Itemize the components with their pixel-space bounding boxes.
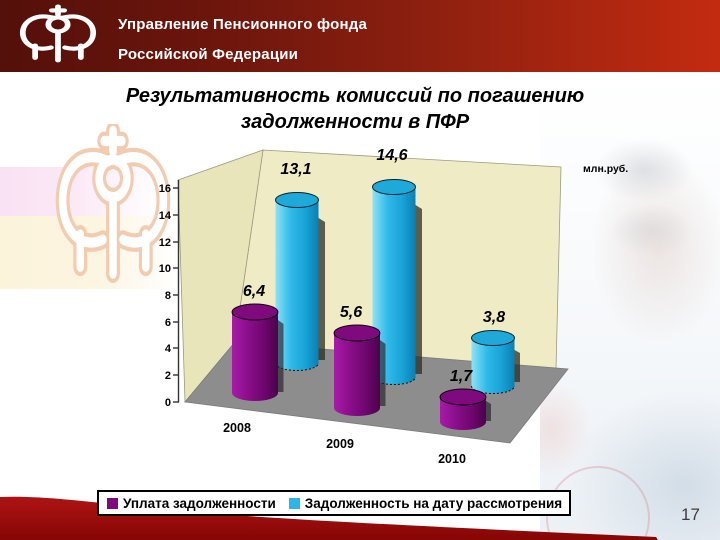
slide-title: Результативность комиссий по погашению з… [30,83,680,135]
cylinder-shadows [318,205,520,382]
svg-text:14: 14 [159,210,172,222]
chart-legend: Уплата задолженности Задолженность на да… [97,490,571,516]
bottom-swoosh [0,496,658,540]
x-axis-labels: 2008 2009 2010 [223,421,466,466]
slide-title-line1: Результативность комиссий по погашению [125,85,585,107]
left-pink-band [0,167,165,216]
svg-text:4: 4 [165,343,172,355]
svg-text:6: 6 [165,317,171,329]
legend-swatch-purple [107,497,118,509]
svg-text:5,6: 5,6 [340,304,362,321]
background-photo [540,78,720,540]
front-cylinder-shadows [278,320,491,421]
legend-item-uplata: Уплата задолженности [107,496,276,511]
page-number: 17 [681,505,700,524]
svg-text:2008: 2008 [223,421,251,435]
svg-text:10: 10 [159,263,171,275]
y-axis [173,180,180,403]
svg-text:3,8: 3,8 [483,309,505,326]
header-title-line2: Российской Федерации [118,46,299,63]
slide-title-line2: задолженности в ПФР [240,111,470,133]
legend-label-uplata: Уплата задолженности [123,495,276,511]
header-title: Управление Пенсионного фонда Российской … [118,10,367,70]
unit-label: млн.руб. [583,163,628,175]
legend-item-zadolzhennost: Задолженность на дату рассмотрения [288,495,563,511]
svg-text:1,7: 1,7 [450,368,473,385]
series-uplata [231,303,487,430]
legend-label-zadolzhennost: Задолженность на дату рассмотрения [304,495,563,511]
data-labels: 13,1 14,6 3,8 6,4 5,6 1,7 [243,147,505,385]
svg-text:8: 8 [165,290,171,302]
svg-text:0: 0 [165,397,171,409]
svg-text:14,6: 14,6 [376,147,407,164]
series-zadolzhennost [275,179,515,394]
legend-swatch-cyan [288,497,300,509]
header-band: Управление Пенсионного фонда Российской … [0,0,720,72]
svg-text:2009: 2009 [326,437,354,451]
y-axis-labels: 16 14 12 10 8 6 4 2 0 [159,183,172,409]
svg-text:13,1: 13,1 [280,161,311,178]
header-title-line1: Управление Пенсионного фонда [118,16,367,33]
svg-text:6,4: 6,4 [243,283,265,300]
svg-text:2: 2 [165,370,171,382]
svg-text:2010: 2010 [438,452,466,466]
svg-text:12: 12 [159,237,171,249]
svg-text:16: 16 [159,183,171,195]
